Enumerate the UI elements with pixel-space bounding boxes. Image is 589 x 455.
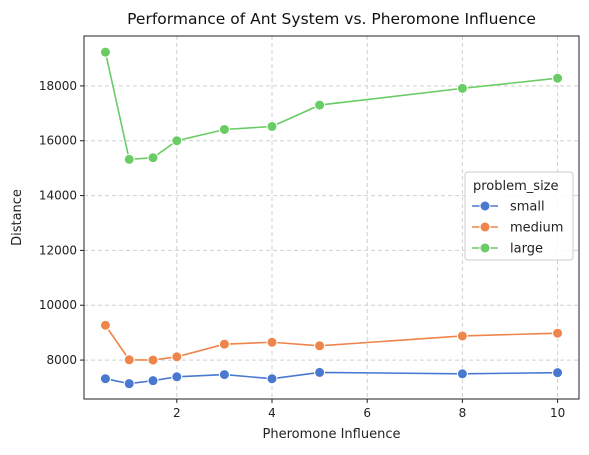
axis-ticks: 2 4 6 8 10 8000 10000 12000 14000 16000 18000 (39, 79, 565, 420)
legend: problem_size small medium large (464, 171, 574, 261)
data-point (456, 82, 468, 94)
legend-label: large (510, 242, 543, 257)
data-point (147, 152, 159, 164)
series-large (99, 46, 564, 165)
data-point (456, 368, 468, 380)
data-point (552, 327, 564, 339)
data-point (123, 354, 135, 366)
data-point (314, 340, 326, 352)
legend-title: problem_size (473, 179, 559, 194)
plot-area (83, 35, 580, 400)
data-point (99, 46, 111, 58)
series-medium (99, 319, 564, 366)
data-point (123, 378, 135, 390)
data-point (147, 354, 159, 366)
data-point (123, 153, 135, 165)
legend-marker (479, 200, 491, 212)
y-tick-label: 14000 (39, 189, 77, 203)
data-point (99, 319, 111, 331)
legend-item-large: large (472, 242, 543, 257)
x-tick-label: 4 (268, 406, 276, 420)
y-axis-label: Distance (10, 189, 25, 246)
legend-item-small: small (472, 200, 545, 215)
y-tick-label: 12000 (39, 243, 77, 257)
x-tick-label: 10 (550, 406, 565, 420)
chart-title: Performance of Ant System vs. Pheromone … (127, 10, 536, 28)
x-tick-label: 2 (173, 406, 181, 420)
data-point (171, 135, 183, 147)
data-point (314, 366, 326, 378)
legend-frame (464, 171, 574, 261)
y-tick-label: 18000 (39, 79, 77, 93)
y-tick-label: 16000 (39, 134, 77, 148)
data-point (266, 120, 278, 132)
series-small (99, 366, 564, 390)
data-point (266, 373, 278, 385)
data-point (147, 375, 159, 387)
legend-label: medium (510, 221, 563, 236)
data-point (99, 373, 111, 385)
legend-label: small (510, 200, 545, 215)
x-axis-label: Pheromone Influence (263, 427, 401, 442)
legend-marker (479, 242, 491, 254)
data-point (456, 330, 468, 342)
legend-marker (479, 221, 491, 233)
data-point (171, 371, 183, 383)
series-group (99, 46, 564, 390)
data-point (218, 123, 230, 135)
x-tick-label: 6 (363, 406, 371, 420)
data-point (218, 369, 230, 381)
data-point (218, 338, 230, 350)
legend-item-medium: medium (472, 221, 563, 236)
data-point (552, 367, 564, 379)
data-point (314, 99, 326, 111)
y-tick-label: 8000 (46, 353, 77, 367)
y-tick-label: 10000 (39, 298, 77, 312)
data-point (266, 336, 278, 348)
x-tick-label: 8 (459, 406, 467, 420)
data-point (552, 72, 564, 84)
data-point (171, 351, 183, 363)
legend-items: small medium large (472, 200, 563, 257)
